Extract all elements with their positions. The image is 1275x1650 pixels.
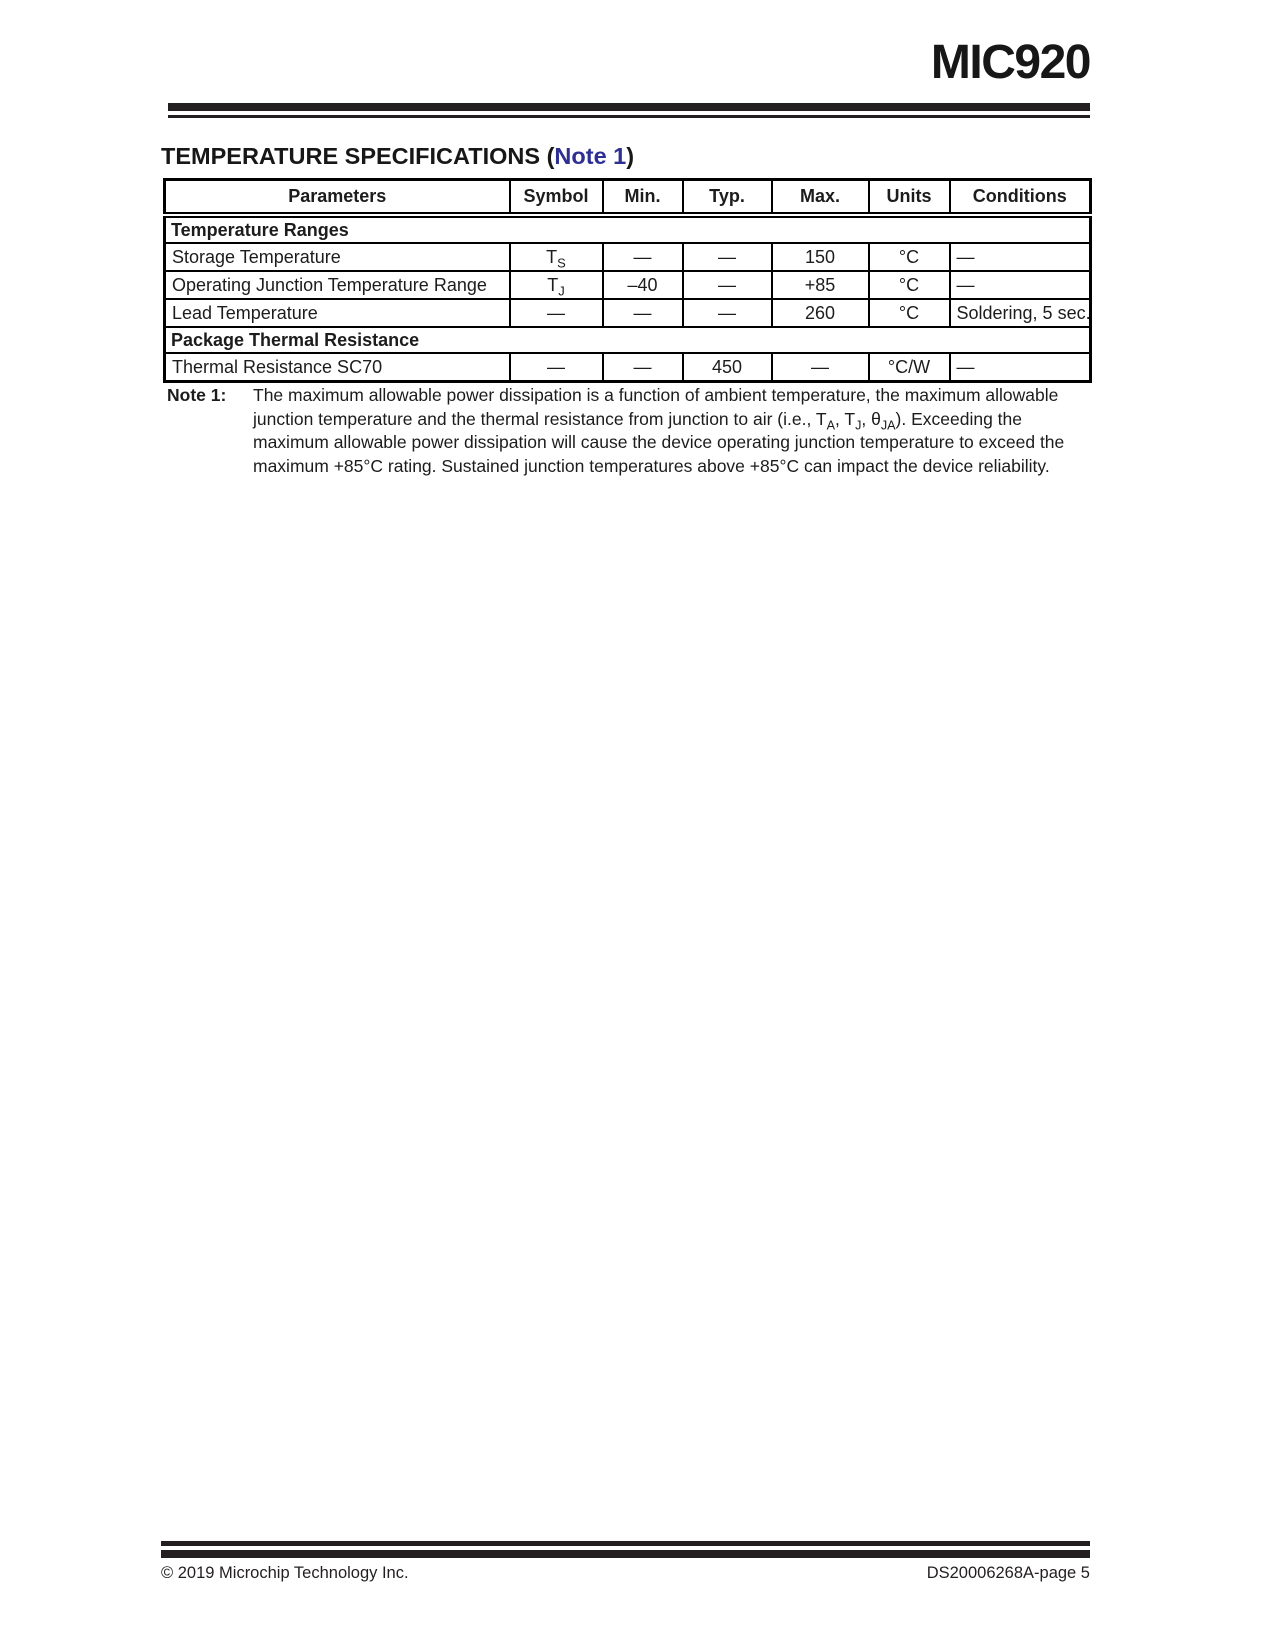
max-cell: +85 (770, 270, 870, 300)
conditions-cell: — (948, 270, 1092, 300)
column-header-typ: Typ. (681, 178, 773, 218)
group-label: Package Thermal Resistance (163, 326, 1092, 354)
typ-cell: — (681, 298, 773, 328)
param-cell: Lead Temperature (163, 298, 511, 328)
conditions-cell: — (948, 242, 1092, 272)
section-heading-prefix: TEMPERATURE SPECIFICATIONS ( (161, 143, 555, 169)
units-cell: °C (867, 270, 951, 300)
min-cell: — (601, 242, 684, 272)
symbol-cell: — (508, 352, 604, 383)
note-1-link[interactable]: Note 1 (554, 143, 627, 169)
footer-rule-thick (161, 1550, 1090, 1558)
note-text: The maximum allowable power dissipation … (253, 385, 1065, 476)
column-header-units: Units (867, 178, 951, 218)
footer-copyright: © 2019 Microchip Technology Inc. (161, 1564, 409, 1582)
min-cell: –40 (601, 270, 684, 300)
typ-cell: — (681, 242, 773, 272)
note-label: Note 1: (167, 385, 227, 405)
conditions-cell: — (948, 352, 1092, 383)
footer: © 2019 Microchip Technology Inc. DS20006… (161, 1564, 1090, 1583)
footer-rule-thin (161, 1541, 1090, 1546)
section-heading-suffix: ) (626, 143, 635, 169)
max-cell: — (770, 352, 870, 383)
temperature-specifications-table: Parameters Symbol Min. Typ. Max. Units C… (163, 178, 1092, 383)
group-row-temperature-ranges: Temperature Ranges (163, 214, 1092, 244)
header-rule-thick (168, 103, 1090, 111)
symbol-cell: TS (508, 242, 604, 272)
column-header-max: Max. (770, 178, 870, 218)
column-header-conditions: Conditions (948, 178, 1092, 218)
units-cell: °C (867, 242, 951, 272)
typ-cell: — (681, 270, 773, 300)
note-1: Note 1: The maximum allowable power diss… (167, 384, 1079, 478)
param-cell: Storage Temperature (163, 242, 511, 272)
param-cell: Operating Junction Temperature Range (163, 270, 511, 300)
conditions-cell: Soldering, 5 sec. (948, 298, 1092, 328)
page-title: MIC920 (930, 36, 1092, 89)
header-rule-thin (168, 115, 1090, 118)
footer-rule (161, 1541, 1090, 1558)
table-header-row: Parameters Symbol Min. Typ. Max. Units C… (163, 178, 1092, 218)
table-row: Operating Junction Temperature Range TJ … (163, 270, 1092, 300)
symbol-cell: TJ (508, 270, 604, 300)
column-header-symbol: Symbol (508, 178, 604, 218)
table-row: Storage Temperature TS — — 150 °C — (163, 242, 1092, 272)
max-cell: 150 (770, 242, 870, 272)
table-row: Thermal Resistance SC70 — — 450 — °C/W — (163, 352, 1092, 383)
footer-doc-number: DS20006268A-page 5 (926, 1564, 1090, 1582)
units-cell: °C/W (867, 352, 951, 383)
param-cell: Thermal Resistance SC70 (163, 352, 511, 383)
group-row-package-thermal-resistance: Package Thermal Resistance (163, 326, 1092, 354)
typ-cell: 450 (681, 352, 773, 383)
header-rule (168, 103, 1090, 118)
section-heading: TEMPERATURE SPECIFICATIONS (Note 1) (161, 143, 634, 170)
table-row: Lead Temperature — — — 260 °C Soldering,… (163, 298, 1092, 328)
min-cell: — (601, 298, 684, 328)
units-cell: °C (867, 298, 951, 328)
max-cell: 260 (770, 298, 870, 328)
min-cell: — (601, 352, 684, 383)
symbol-cell: — (508, 298, 604, 328)
group-label: Temperature Ranges (163, 214, 1092, 244)
column-header-parameters: Parameters (163, 178, 511, 218)
column-header-min: Min. (601, 178, 684, 218)
